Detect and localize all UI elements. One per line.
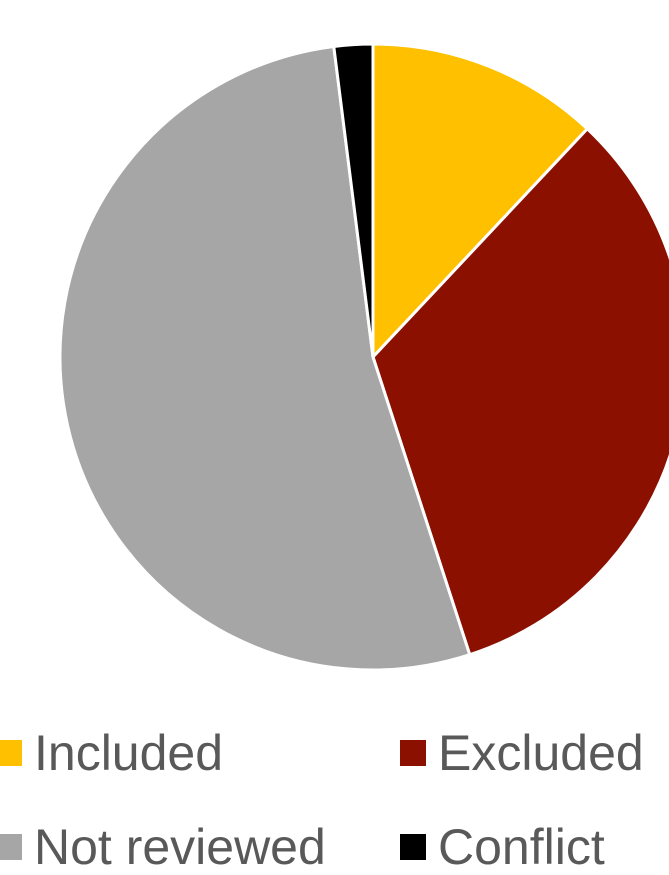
legend-swatch-excluded (400, 740, 426, 766)
legend-label-not-reviewed: Not reviewed (34, 819, 326, 875)
legend-item-included: Included (0, 728, 223, 778)
legend-label-conflict: Conflict (438, 819, 605, 875)
pie-slices (58, 42, 669, 672)
pie-slice-conflict (332, 42, 375, 358)
legend-swatch-included (0, 740, 22, 766)
legend-label-included: Included (34, 725, 224, 781)
legend-item-not-reviewed: Not reviewed (0, 822, 326, 872)
legend-swatch-conflict (400, 834, 426, 860)
legend-item-conflict: Conflict (400, 822, 605, 872)
pie-slice-not-reviewed (58, 44, 472, 672)
pie-slice-included (371, 42, 590, 361)
pie-slice-excluded (371, 126, 669, 657)
legend-label-excluded: Excluded (438, 725, 644, 781)
legend-item-excluded: Excluded (400, 728, 644, 778)
legend-swatch-not-reviewed (0, 834, 22, 860)
